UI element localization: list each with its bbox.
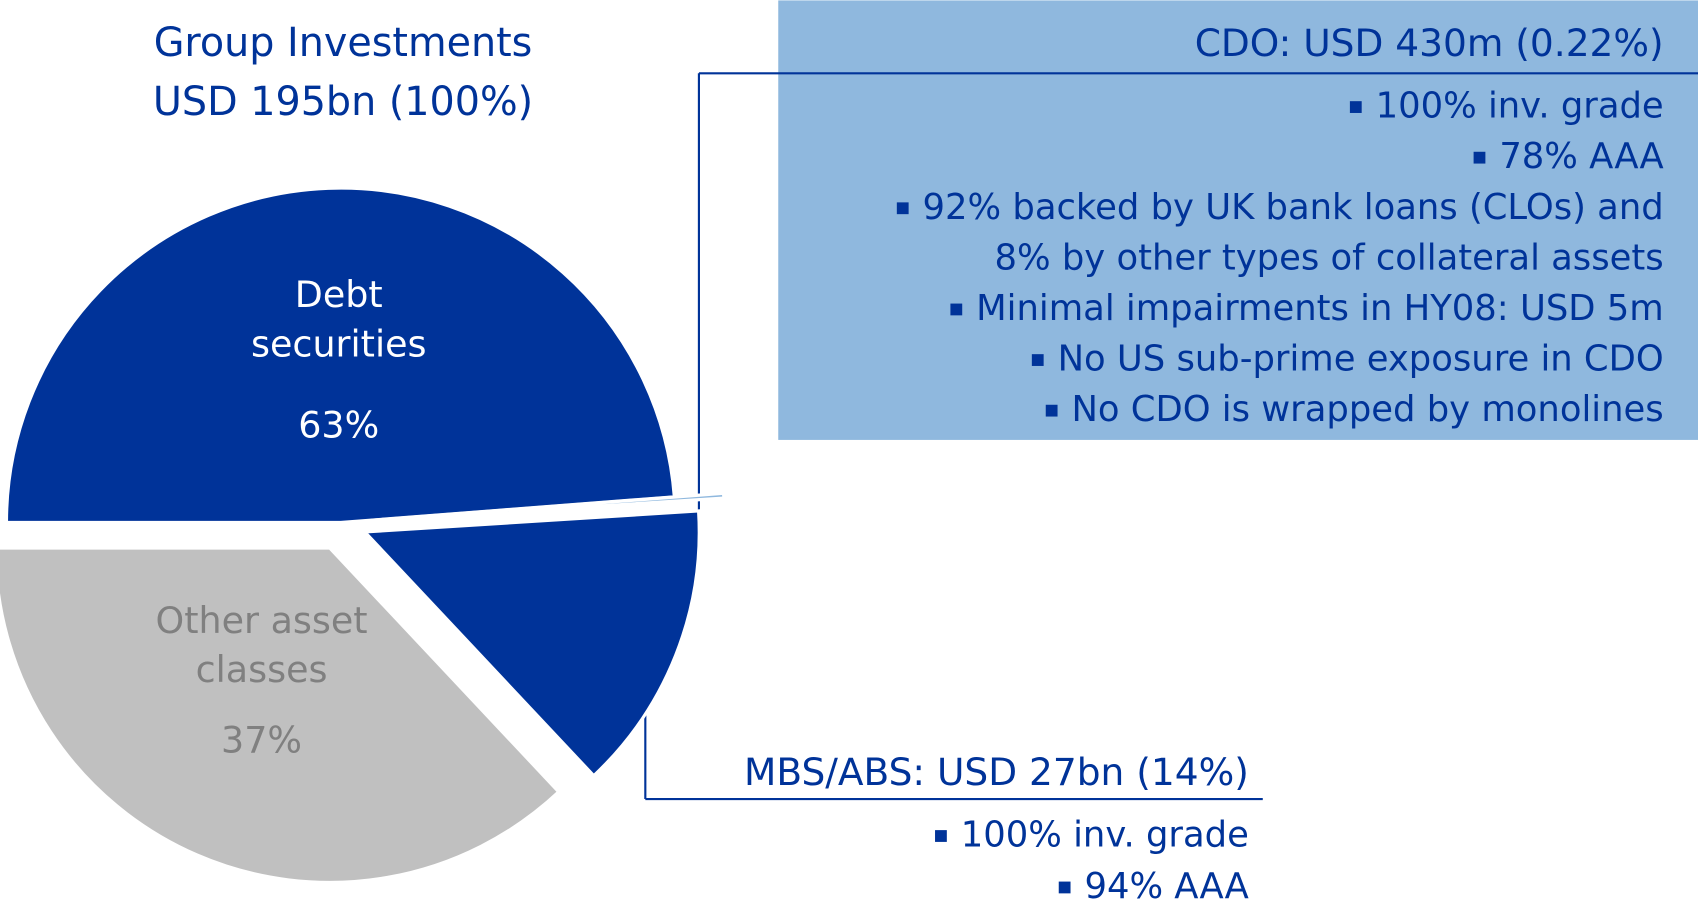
pie-slice	[370, 491, 726, 522]
callout-bullet: Minimal impairments in HY08: USD 5m	[976, 288, 1664, 329]
bullet-marker	[896, 202, 909, 215]
bullet-marker	[1045, 404, 1058, 417]
bullet-marker	[1349, 101, 1362, 113]
bullet-marker	[950, 303, 963, 316]
chart-subtitle: USD 195bn (100%)	[153, 79, 533, 125]
slice-label: Debt securities	[250, 273, 427, 366]
callout-title: MBS/ABS: USD 27bn (14%)	[744, 750, 1249, 794]
callouts: CDO: USD 430m (0.22%) 100% inv. grade 78% …	[744, 21, 1664, 907]
callout-bullet: 78% AAA	[1499, 136, 1663, 177]
pie-slice	[4, 186, 677, 525]
callout-bullet: 100% inv. grade	[961, 815, 1249, 856]
callout-bullet: 8% by other types of collateral assets	[995, 237, 1664, 278]
pie: Debt securities 63% Other asset classes 37%	[0, 186, 726, 885]
slice-label-text: Other asset classes	[155, 599, 368, 692]
bullet-marker	[1031, 354, 1044, 366]
callout-bullet: 100% inv. grade	[1376, 86, 1664, 127]
slice-value-label: 37%	[221, 719, 302, 762]
bullet-marker	[935, 830, 947, 842]
pie-slice	[0, 546, 562, 885]
callout-bullet: 92% backed by UK bank loans (CLOs) and	[923, 187, 1664, 228]
chart-title: Group Investments	[154, 20, 533, 66]
slice-label: Other asset classes	[155, 599, 368, 692]
callout-bullet: No US sub-prime exposure in CDO	[1058, 339, 1664, 380]
callout-bullet: 94% AAA	[1084, 866, 1248, 907]
pie-slice	[361, 509, 701, 779]
slice-value-label: 63%	[298, 404, 379, 447]
slice-label-text: Debt securities	[250, 273, 427, 366]
bullet-marker	[1473, 151, 1486, 164]
callout-bullet: No CDO is wrapped by monolines	[1071, 389, 1663, 430]
callout-title: CDO: USD 430m (0.22%)	[1195, 21, 1664, 65]
bullet-marker	[1058, 881, 1071, 894]
